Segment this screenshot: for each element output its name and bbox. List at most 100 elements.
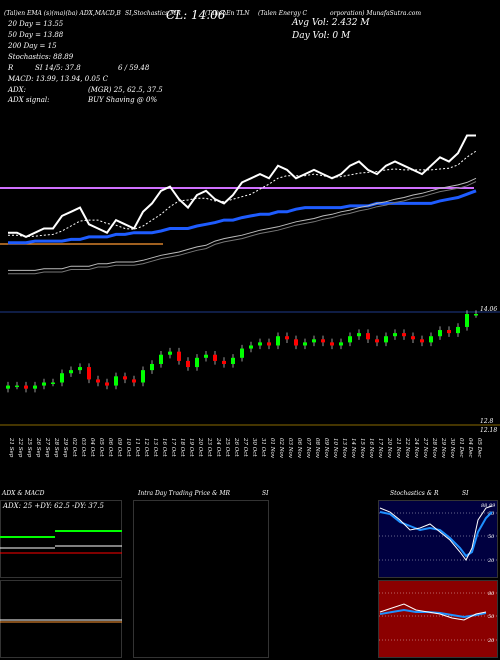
stoch-tick-50: 50 (488, 534, 495, 540)
rsi-label-b: SI 14/5: 37.8 (35, 64, 81, 72)
date-tick-label: 19 Oct (188, 438, 194, 457)
adx-macd-title: ADX & MACD (2, 490, 45, 497)
candle-body (51, 382, 55, 384)
date-tick-label: 24 Oct (215, 437, 221, 457)
date-tick-label: 17 Oct (170, 438, 176, 457)
date-tick-label: 20 Nov (386, 437, 392, 459)
candle-body (105, 382, 109, 386)
candle-body (294, 339, 298, 346)
date-tick-label: 13 Nov (341, 438, 347, 459)
date-tick-label: 30 Oct (251, 438, 257, 457)
date-tick-label: 08 Nov (314, 438, 320, 459)
candle-body (222, 360, 226, 364)
candle-body (42, 382, 46, 386)
date-tick-label: 10 Nov (332, 438, 338, 459)
date-tick-label: 27 Oct (242, 437, 248, 457)
candle-body (150, 363, 154, 371)
ema-blue-line (8, 189, 477, 245)
candle-body (276, 336, 280, 346)
date-tick-label: 06 Nov (296, 438, 302, 459)
date-tick-label: 28 Nov (431, 437, 437, 459)
date-tick-label: 25 Sep (26, 437, 32, 458)
candle-body (213, 354, 217, 361)
date-tick-label: 11 Oct (134, 438, 140, 457)
date-tick-label: 05 Dec (476, 438, 482, 458)
stoch-title-a: Stochastics & R (390, 490, 439, 497)
date-tick-label: 28 Sep (53, 437, 59, 458)
rsi-tick-20: 20 (488, 638, 495, 644)
candle-body (24, 385, 28, 389)
stoch-title-b: SI (462, 490, 469, 497)
date-tick-label: 29 Nov (440, 437, 446, 459)
date-tick-label: 26 Oct (233, 437, 239, 457)
candle-body (456, 326, 460, 334)
candle-body (195, 357, 199, 368)
date-tick-label: 01 Dec (458, 438, 464, 458)
date-tick-label: 26 Sep (35, 437, 41, 458)
intraday-title-a: Intra Day Trading Price & MR (138, 490, 231, 497)
date-tick-label: 16 Nov (368, 438, 374, 459)
lower-band-outer (8, 177, 477, 271)
date-tick-label: 15 Nov (359, 438, 365, 459)
date-tick-label: 29 Sep (62, 437, 68, 458)
date-tick-label: 23 Oct (206, 437, 212, 457)
day-volume: Day Vol: 0 M (292, 31, 351, 41)
candle-bottom-label-a: 12.8 (480, 418, 494, 425)
candle-body (375, 339, 379, 343)
candle-body (114, 376, 118, 386)
candle-body (249, 345, 253, 349)
date-tick-label: 09 Oct (116, 438, 122, 457)
candle-body (384, 336, 388, 343)
candle-body (339, 342, 343, 346)
intraday-panel (133, 500, 269, 658)
candle-body (240, 348, 244, 358)
date-tick-label: 05 Oct (98, 438, 104, 457)
candle-body (141, 370, 145, 383)
date-tick-label: 21 Nov (395, 437, 401, 459)
date-tick-label: 07 Nov (305, 438, 311, 459)
date-tick-label: 03 Nov (287, 438, 293, 459)
date-tick-label: 09 Nov (323, 438, 329, 459)
date-tick-label: 04 Dec (467, 438, 473, 458)
candle-body (429, 336, 433, 343)
date-tick-label: 10 Oct (125, 438, 131, 457)
date-tick-label: 12 Oct (143, 438, 149, 457)
stoch-d-line (379, 511, 493, 558)
candle-body (366, 333, 370, 340)
candle-body (96, 379, 100, 383)
candle-bottom-label-b: 12.18 (480, 427, 498, 434)
stoch-tick-20: 20 (488, 558, 495, 564)
date-tick-label: 22 Sep (17, 437, 23, 458)
candle-body (285, 336, 289, 340)
stoch-k-line (379, 505, 493, 561)
candle-body (159, 354, 163, 364)
date-tick-label: 01 Nov (269, 438, 275, 459)
candle-body (420, 339, 424, 343)
date-tick-label: 02 Oct (71, 438, 77, 457)
candle-body (321, 339, 325, 343)
candle-body (69, 370, 73, 374)
date-tick-label: 06 Oct (107, 438, 113, 457)
close-price: CL: 14.06 (166, 8, 226, 22)
adx-values: ADX: 25 +DY: 62.5 -DY: 37.5 (3, 502, 104, 510)
stochastics-label: Stochastics: 88.89 (8, 53, 74, 61)
candle-body (78, 367, 82, 371)
candle-body (204, 354, 208, 358)
candle-body (231, 357, 235, 364)
ema-20-label: 20 Day = 13.55 (8, 20, 64, 28)
adx-panel (0, 500, 122, 578)
candle-body (438, 330, 442, 337)
candle-body (402, 333, 406, 337)
candle-body (258, 342, 262, 346)
date-tick-label: 25 Oct (224, 437, 230, 457)
date-tick-label: 21 Sep (8, 437, 14, 458)
candle-body (33, 385, 37, 389)
adx-label-a: ADX: (8, 86, 27, 94)
candle-body (15, 385, 19, 388)
candle-body (123, 376, 127, 380)
lower-band-inner (8, 181, 477, 275)
candle-body (312, 339, 316, 343)
ema-50-label: 50 Day = 13.88 (8, 31, 64, 39)
candle-body (447, 330, 451, 334)
header-line1-a: (Tal)en EMA (s)(ma)(ba) ADX,MACD,B (4, 10, 121, 17)
